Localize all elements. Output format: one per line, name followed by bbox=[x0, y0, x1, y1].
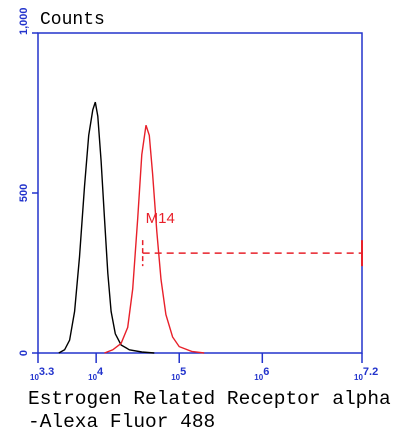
x-tick-exponent: 6 bbox=[263, 366, 269, 378]
chart-title: Counts bbox=[40, 10, 105, 30]
histogram-line bbox=[104, 124, 205, 354]
x-tick-label: 106 bbox=[254, 366, 269, 382]
x-tick-exponent: 7.2 bbox=[363, 366, 378, 378]
x-tick-label: 104 bbox=[88, 366, 104, 382]
x-axis-label: Estrogen Related Receptor alpha bbox=[28, 388, 391, 410]
x-tick-label: 107.2 bbox=[354, 366, 378, 382]
x-tick-exponent: 5 bbox=[180, 366, 186, 378]
x-tick-exponent: 4 bbox=[97, 366, 104, 378]
x-tick-label: 105 bbox=[171, 366, 186, 382]
x-tick-exponent: 3.3 bbox=[39, 366, 54, 378]
x-tick-base: 10 bbox=[354, 373, 363, 382]
x-tick-label: 103.3 bbox=[30, 366, 54, 382]
marker-label: M14 bbox=[146, 210, 175, 227]
x-tick-base: 10 bbox=[171, 373, 180, 382]
histogram-line bbox=[58, 101, 155, 354]
plot-frame bbox=[37, 32, 363, 354]
y-tick-label: 500 bbox=[18, 184, 30, 202]
y-tick-label: 1,000 bbox=[18, 7, 30, 35]
x-tick-base: 10 bbox=[254, 373, 263, 382]
y-tick-label: 0 bbox=[18, 350, 30, 356]
x-axis-label: -Alexa Fluor 488 bbox=[28, 411, 215, 433]
x-tick-base: 10 bbox=[30, 373, 39, 382]
x-tick-base: 10 bbox=[88, 373, 97, 382]
